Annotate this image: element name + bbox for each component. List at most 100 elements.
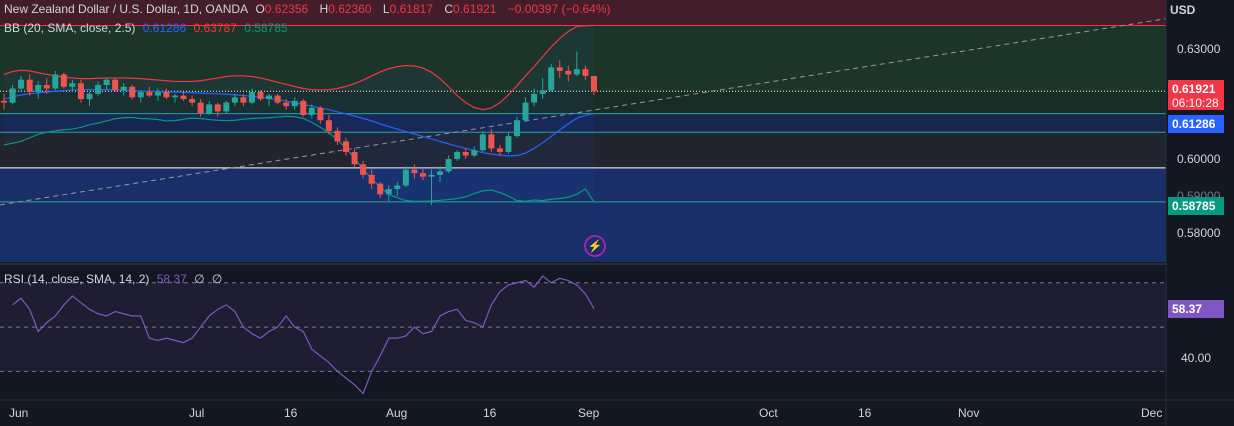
- candle-body: [52, 74, 59, 89]
- candle-body: [531, 93, 538, 103]
- bb-lower-tag: 0.58785: [1168, 197, 1224, 215]
- candlesticks[interactable]: [1, 51, 597, 205]
- time-label-3: Aug: [386, 406, 408, 420]
- candle-body: [454, 151, 461, 160]
- candle-body: [257, 92, 264, 100]
- candle-body: [471, 150, 478, 156]
- candle-body: [505, 136, 512, 152]
- last-price-tag: 0.61921 06:10:28: [1168, 80, 1224, 110]
- candle-body: [35, 84, 42, 93]
- candle-body: [77, 83, 84, 100]
- bb-label: BB (20, SMA, close, 2.5): [4, 21, 136, 35]
- candle-body: [462, 151, 469, 156]
- candle-body: [582, 69, 589, 76]
- ohlc-high: 0.62360: [328, 2, 372, 16]
- rsi-legend-value: 58.37: [156, 272, 187, 286]
- bb-basis-value: 0.61286: [142, 21, 187, 35]
- candle-body: [394, 185, 401, 190]
- candle-body: [120, 86, 127, 91]
- time-label-1: Jul: [189, 406, 205, 420]
- zone-band: [0, 167, 1166, 202]
- symbol-legend: New Zealand Dollar / U.S. Dollar, 1D, OA…: [4, 2, 615, 16]
- ohlc-open: 0.62356: [264, 2, 309, 16]
- zone-band: [0, 25, 1166, 92]
- trendline-segment: [0, 18, 1167, 206]
- price-tick-0: 0.63000: [1177, 42, 1221, 56]
- candle-body: [479, 134, 486, 151]
- price-change: −0.00397 (−0.64%): [507, 2, 611, 16]
- time-label-7: 16: [858, 406, 872, 420]
- rsi-label: RSI (14, close, SMA, 14, 2): [4, 272, 150, 286]
- bb-lower-line: [3, 115, 595, 203]
- candle-body: [385, 189, 392, 195]
- bar-countdown: 06:10:28: [1172, 96, 1219, 110]
- last-price-value: 0.61921: [1172, 82, 1216, 96]
- rsi-legend[interactable]: RSI (14, close, SMA, 14, 2) 58.37 ∅ ∅: [4, 272, 226, 286]
- candle-body: [223, 102, 230, 112]
- candle-body: [180, 95, 187, 100]
- candle-body: [274, 95, 281, 103]
- time-label-5: Sep: [578, 406, 600, 420]
- candle-body: [351, 151, 358, 165]
- candle-body: [240, 97, 247, 103]
- zone-band: [0, 201, 1166, 262]
- bb-upper-line: [3, 24, 594, 111]
- currency-label[interactable]: USD: [1170, 3, 1196, 17]
- candle-body: [343, 141, 349, 152]
- candle-body: [137, 92, 144, 98]
- time-label-0: Jun: [9, 406, 29, 420]
- zone-band: [0, 113, 1166, 133]
- lightning-icon[interactable]: ⚡: [584, 235, 606, 257]
- bb-basis-line: [3, 88, 595, 157]
- candle-body: [419, 173, 426, 177]
- candle-body: [437, 171, 444, 175]
- bb-lower-value: 0.58785: [244, 21, 288, 35]
- candle-body: [163, 92, 170, 98]
- rsi-na-2: ∅: [211, 272, 223, 286]
- candle-body: [428, 174, 435, 177]
- rsi-panel: [0, 263, 1234, 394]
- rsi-na-1: ∅: [194, 272, 205, 286]
- trend-line[interactable]: [0, 18, 1167, 206]
- bb-basis-tag: 0.61286: [1168, 115, 1224, 133]
- candle-body: [573, 69, 580, 75]
- candle-body: [60, 74, 67, 87]
- horizontal-levels: [0, 24, 1166, 203]
- ohlc-l-label: L: [382, 2, 390, 16]
- candle-body: [43, 84, 50, 89]
- candle-body: [291, 100, 298, 107]
- candle-body: [95, 84, 102, 94]
- candle-body: [112, 79, 119, 91]
- candle-body: [556, 67, 563, 71]
- time-label-2: 16: [284, 406, 298, 420]
- candle-body: [231, 97, 238, 103]
- candle-body: [172, 95, 178, 98]
- level-zones: [0, 0, 1166, 262]
- candle-body: [1, 100, 7, 103]
- bb-legend[interactable]: BB (20, SMA, close, 2.5) 0.61286 0.63787…: [4, 21, 292, 35]
- candle-body: [445, 159, 452, 172]
- candle-body: [488, 134, 495, 149]
- zone-band: [0, 132, 1166, 168]
- candle-body: [206, 104, 213, 114]
- candle-body: [590, 75, 597, 92]
- candle-body: [248, 92, 255, 103]
- price-tick-1: 0.60000: [1177, 152, 1221, 166]
- candle-body: [565, 70, 572, 75]
- candle-body: [377, 183, 384, 195]
- candle-body: [539, 90, 546, 94]
- candle-body: [522, 102, 529, 121]
- ohlc-o-label: O: [255, 2, 265, 16]
- bb-upper-value: 0.63787: [193, 21, 237, 35]
- ohlc-close: 0.61921: [453, 2, 497, 16]
- rsi-line: [13, 276, 594, 393]
- bb-fill: [4, 25, 594, 202]
- candle-body: [317, 107, 324, 121]
- candle-body: [214, 104, 221, 112]
- candle-body: [325, 120, 332, 131]
- price-tick-2: 0.58000: [1177, 226, 1221, 240]
- candle-body: [18, 79, 25, 89]
- candle-body: [548, 67, 555, 91]
- time-label-6: Oct: [759, 406, 778, 420]
